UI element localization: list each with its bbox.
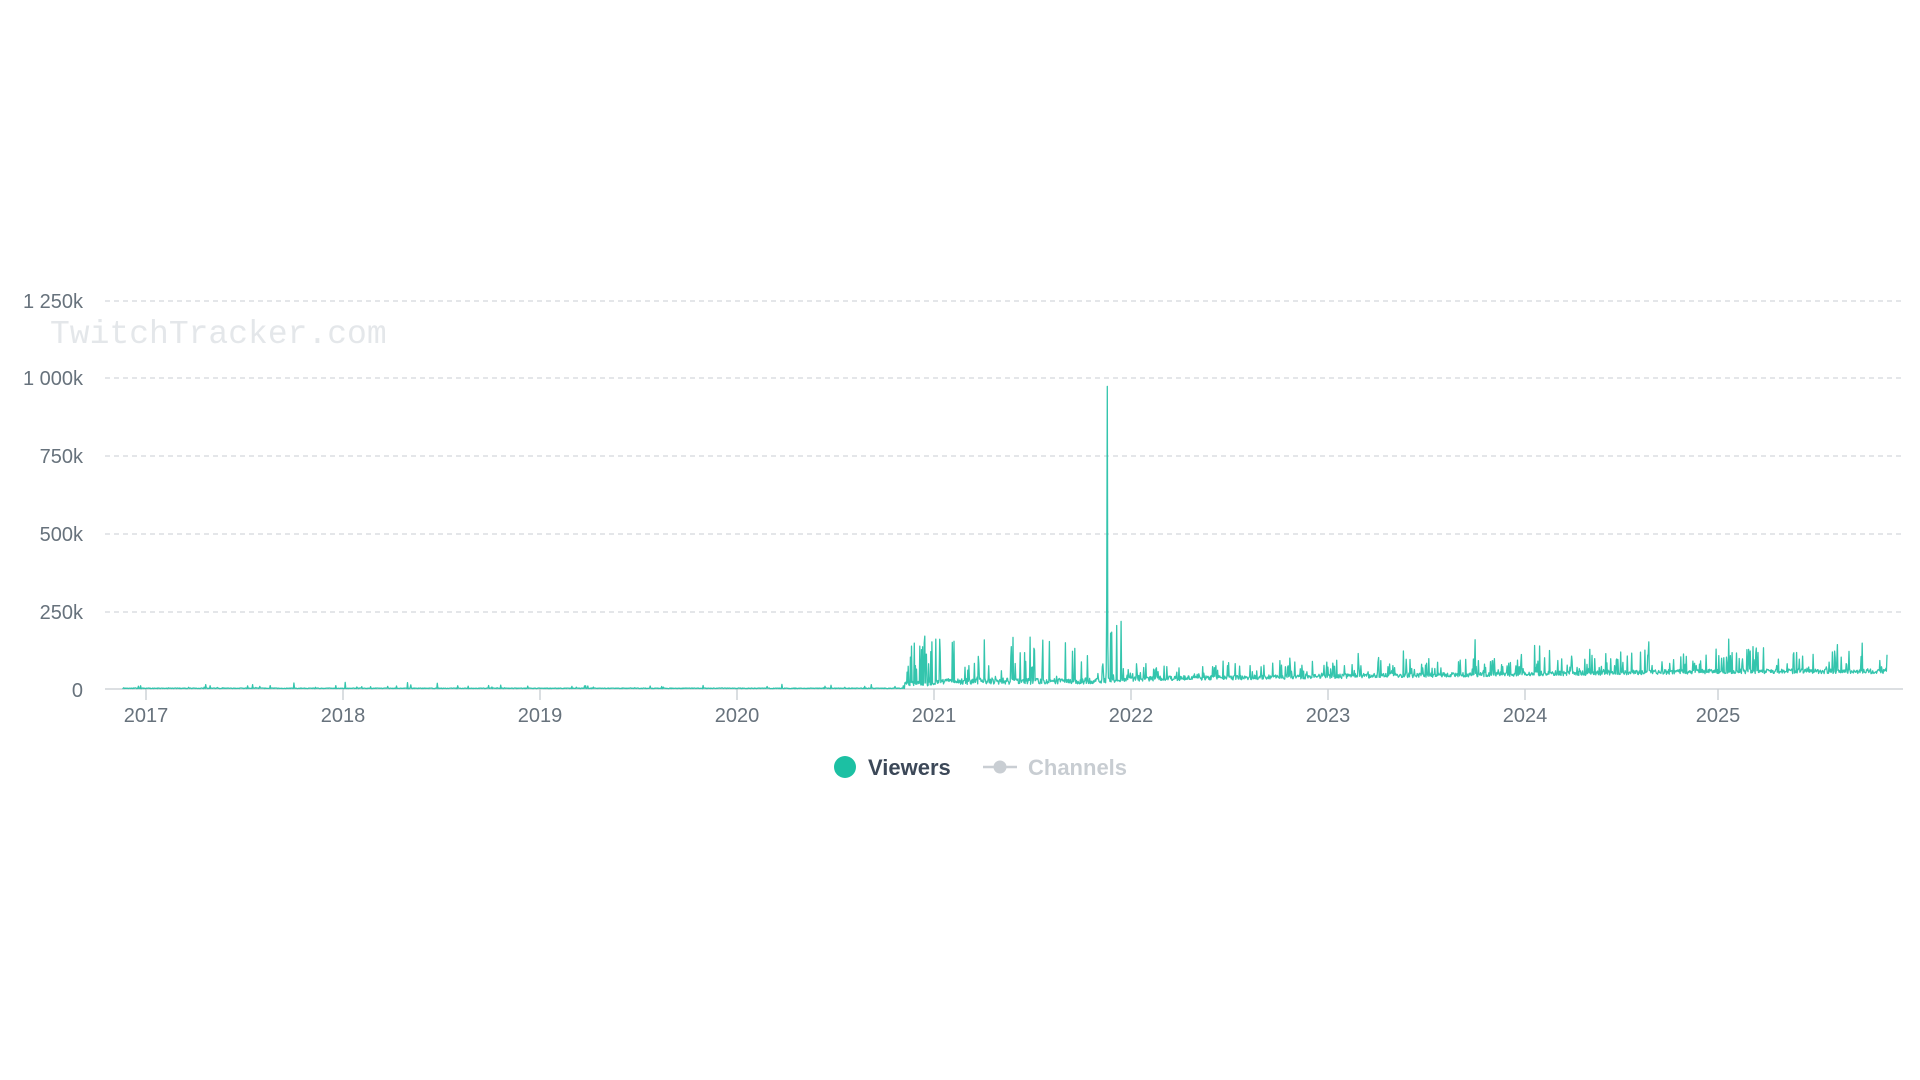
- svg-text:2019: 2019: [518, 705, 563, 727]
- svg-text:2023: 2023: [1306, 705, 1351, 727]
- svg-text:2022: 2022: [1109, 705, 1154, 727]
- svg-text:Channels: Channels: [1028, 755, 1127, 780]
- svg-text:2021: 2021: [912, 705, 957, 727]
- svg-text:1 250k: 1 250k: [23, 291, 84, 313]
- svg-text:2024: 2024: [1503, 705, 1548, 727]
- svg-text:0: 0: [72, 680, 83, 702]
- svg-text:2025: 2025: [1696, 705, 1741, 727]
- svg-text:2018: 2018: [321, 705, 366, 727]
- svg-text:500k: 500k: [40, 524, 84, 546]
- svg-text:250k: 250k: [40, 602, 84, 624]
- svg-text:750k: 750k: [40, 446, 84, 468]
- svg-text:2017: 2017: [124, 705, 169, 727]
- svg-text:1 000k: 1 000k: [23, 368, 84, 390]
- svg-text:TwitchTracker.com: TwitchTracker.com: [50, 316, 387, 353]
- svg-text:2020: 2020: [715, 705, 760, 727]
- svg-text:Viewers: Viewers: [868, 755, 951, 780]
